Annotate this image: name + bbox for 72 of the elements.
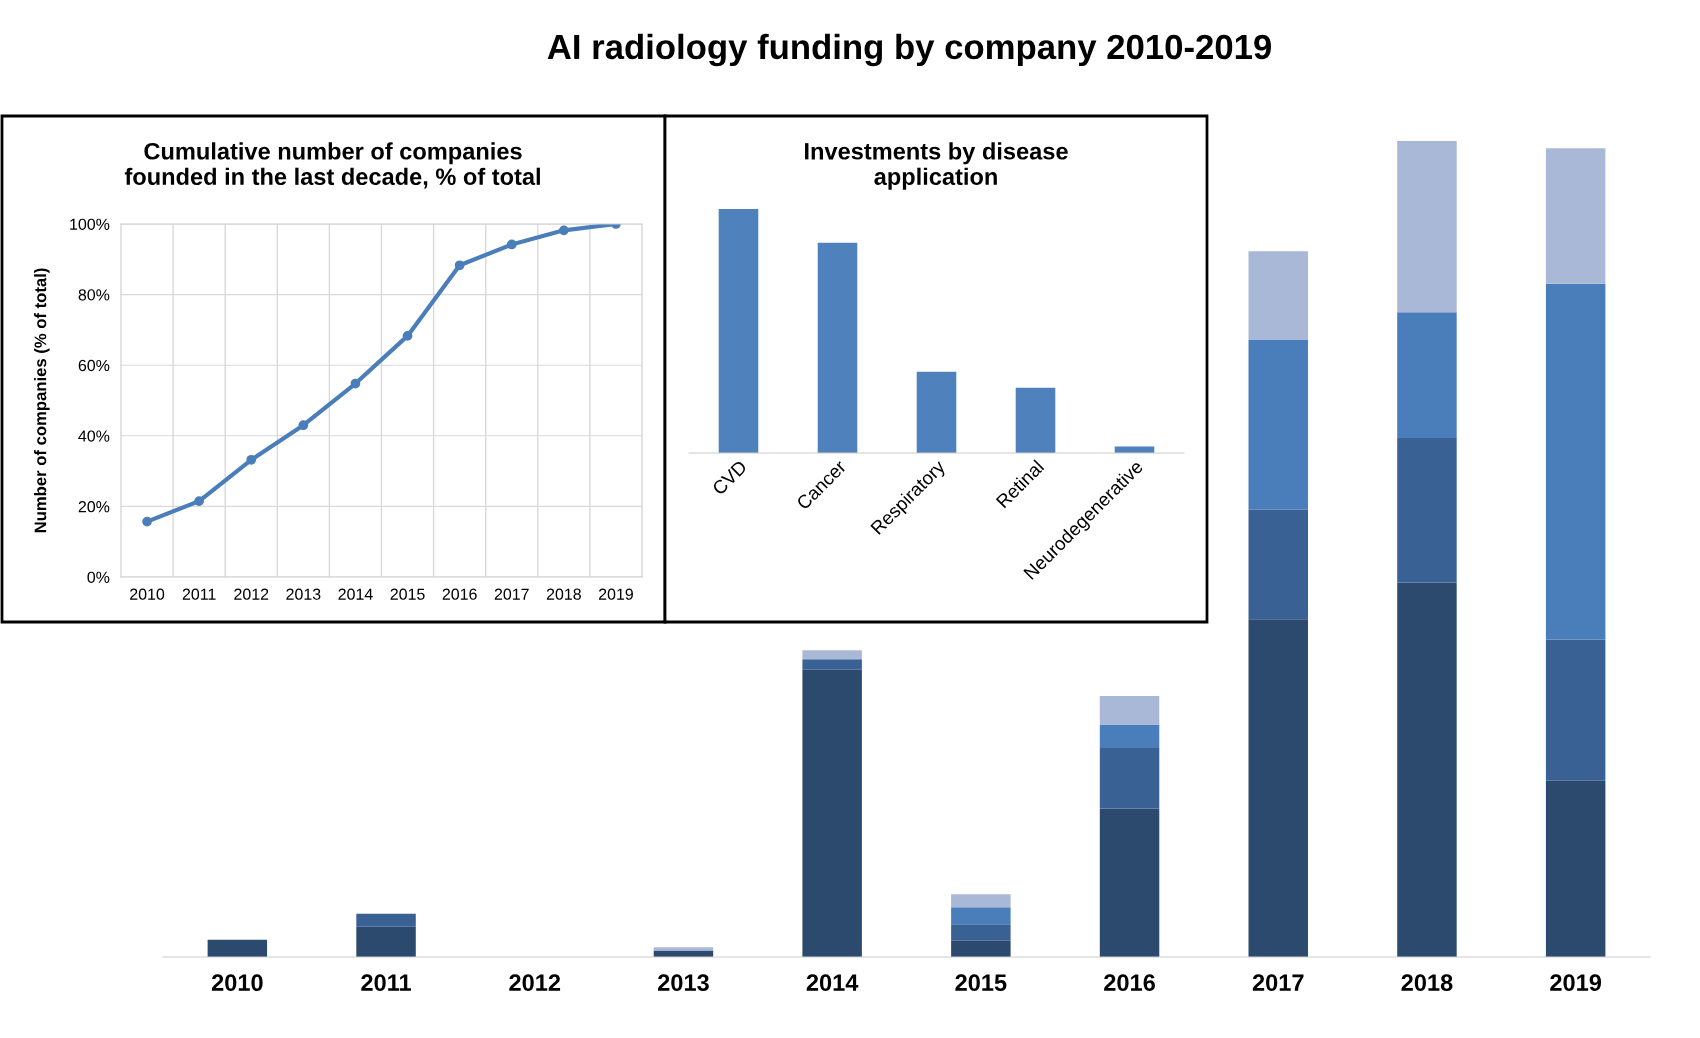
y-tick-label: 100% bbox=[70, 218, 110, 230]
bar bbox=[1397, 141, 1457, 313]
bar bbox=[356, 913, 416, 927]
y-tick-label: 20% bbox=[78, 501, 110, 513]
bar bbox=[817, 242, 858, 453]
point bbox=[558, 225, 569, 236]
x-tick-label: 2019 bbox=[1550, 974, 1602, 992]
bar bbox=[1114, 446, 1155, 453]
bar bbox=[1397, 312, 1457, 439]
x-tick-label: 2010 bbox=[130, 588, 165, 600]
x-tick-label: 2019 bbox=[598, 588, 633, 600]
bar bbox=[916, 371, 957, 453]
point bbox=[454, 260, 465, 271]
bar bbox=[1099, 695, 1160, 725]
point bbox=[142, 516, 152, 527]
x-tick-label: 2014 bbox=[806, 974, 859, 992]
bar bbox=[1099, 748, 1160, 809]
x-tick-label: 2010 bbox=[211, 974, 263, 992]
bar bbox=[802, 669, 862, 957]
x-tick-label: 2016 bbox=[1104, 974, 1155, 992]
bar bbox=[653, 947, 714, 951]
bar bbox=[653, 950, 714, 957]
x-tick-label: 2018 bbox=[1401, 974, 1453, 992]
point bbox=[246, 454, 257, 465]
y-tick-label: 80% bbox=[78, 289, 110, 301]
bar bbox=[1397, 582, 1457, 957]
x-tick-label: 2016 bbox=[442, 588, 477, 600]
point bbox=[506, 239, 517, 250]
bar bbox=[1545, 780, 1606, 957]
chart-title: Cumulative number of companies founded in the last decade, % of total bbox=[124, 142, 540, 189]
bar bbox=[951, 907, 1011, 925]
x-tick-label: 2011 bbox=[361, 974, 412, 992]
point bbox=[194, 496, 205, 506]
x-tick-label: 2013 bbox=[286, 588, 321, 600]
bar bbox=[1545, 148, 1606, 284]
x-tick-label: 2017 bbox=[1252, 974, 1304, 992]
bar bbox=[802, 659, 862, 670]
x-tick-label: 2015 bbox=[390, 588, 425, 600]
y-tick-label: 60% bbox=[78, 359, 110, 372]
bar bbox=[802, 650, 862, 660]
x-tick-label: 2012 bbox=[509, 974, 561, 992]
point bbox=[298, 420, 309, 431]
bar bbox=[1099, 808, 1160, 957]
bar bbox=[718, 209, 759, 453]
x-tick-label: 2015 bbox=[955, 974, 1007, 992]
point bbox=[350, 378, 361, 389]
x-tick-label: 2018 bbox=[546, 588, 581, 600]
bar bbox=[1545, 283, 1606, 640]
y-tick-label: 40% bbox=[78, 430, 110, 442]
bar bbox=[1248, 619, 1308, 957]
chart-title: Investments by disease application bbox=[805, 142, 1068, 190]
bar bbox=[1015, 387, 1056, 453]
bar bbox=[951, 894, 1011, 908]
x-tick-label: 2011 bbox=[182, 588, 216, 600]
bar bbox=[1545, 639, 1606, 781]
x-tick-label: 2017 bbox=[494, 588, 529, 600]
bar bbox=[951, 924, 1011, 941]
bar bbox=[1248, 251, 1308, 341]
bar bbox=[1248, 509, 1308, 620]
x-tick-label: 2012 bbox=[234, 588, 269, 600]
x-tick-label: 2014 bbox=[338, 588, 373, 600]
bar bbox=[356, 926, 416, 957]
y-axis-title: Number of companies (% of total) bbox=[34, 268, 50, 533]
y-tick-label: 0% bbox=[87, 571, 110, 583]
bar bbox=[207, 939, 268, 957]
bar bbox=[1099, 724, 1160, 749]
point bbox=[402, 331, 413, 341]
chart-title: AI radiology funding by company 2010-2019 bbox=[547, 33, 1271, 67]
x-tick-label: 2013 bbox=[658, 974, 709, 992]
bar bbox=[1248, 340, 1308, 510]
bar bbox=[1397, 438, 1457, 583]
bar bbox=[951, 940, 1011, 957]
